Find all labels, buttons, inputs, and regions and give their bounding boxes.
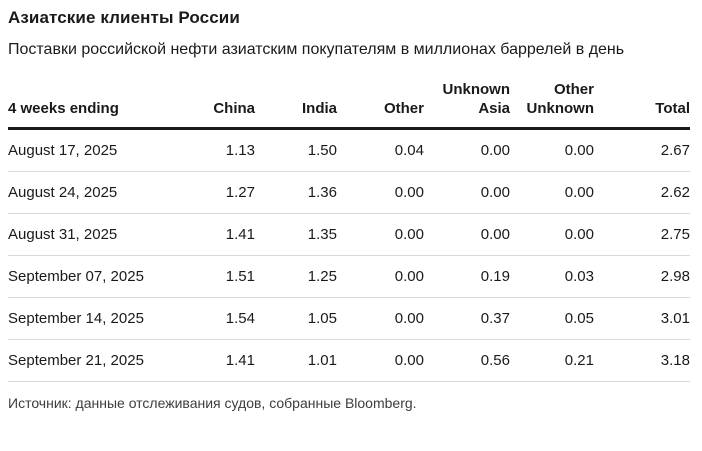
cell-china: 1.51 — [188, 255, 255, 298]
cell-india: 1.25 — [255, 255, 337, 298]
column-header-4-weeks-ending: 4 weeks ending — [8, 80, 188, 130]
column-header-china: China — [188, 80, 255, 130]
row-date: September 14, 2025 — [8, 297, 188, 340]
table-row: August 17, 2025 1.13 1.50 0.04 0.00 0.00… — [8, 128, 690, 172]
column-header-unknown-asia: Unknown Asia — [424, 80, 510, 130]
row-date: August 24, 2025 — [8, 171, 188, 214]
cell-unknown-asia: 0.00 — [424, 171, 510, 214]
cell-china: 1.41 — [188, 339, 255, 382]
table-row: August 24, 2025 1.27 1.36 0.00 0.00 0.00… — [8, 171, 690, 214]
table-body: August 17, 2025 1.13 1.50 0.04 0.00 0.00… — [8, 128, 690, 382]
table-row: August 31, 2025 1.41 1.35 0.00 0.00 0.00… — [8, 213, 690, 256]
table-row: September 07, 2025 1.51 1.25 0.00 0.19 0… — [8, 255, 690, 298]
table-row: September 21, 2025 1.41 1.01 0.00 0.56 0… — [8, 339, 690, 382]
table-header: 4 weeks ending China India Other Unknown… — [8, 80, 690, 130]
cell-unknown-asia: 0.19 — [424, 255, 510, 298]
figure-subtitle: Поставки российской нефти азиатским поку… — [8, 41, 625, 58]
cell-other-unknown: 0.00 — [510, 213, 594, 256]
cell-other-unknown: 0.00 — [510, 171, 594, 214]
cell-total: 2.67 — [594, 128, 690, 172]
row-date: August 31, 2025 — [8, 213, 188, 256]
cell-other: 0.04 — [337, 128, 424, 172]
cell-other: 0.00 — [337, 213, 424, 256]
cell-india: 1.01 — [255, 339, 337, 382]
cell-unknown-asia: 0.37 — [424, 297, 510, 340]
cell-india: 1.50 — [255, 128, 337, 172]
cell-china: 1.54 — [188, 297, 255, 340]
cell-other-unknown: 0.00 — [510, 128, 594, 172]
cell-unknown-asia: 0.56 — [424, 339, 510, 382]
cell-total: 2.62 — [594, 171, 690, 214]
figure-container: Азиатские клиенты России Поставки россий… — [8, 8, 690, 411]
cell-china: 1.27 — [188, 171, 255, 214]
cell-total: 3.18 — [594, 339, 690, 382]
table-header-row: 4 weeks ending China India Other Unknown… — [8, 80, 690, 130]
cell-china: 1.41 — [188, 213, 255, 256]
column-header-other: Other — [337, 80, 424, 130]
cell-other: 0.00 — [337, 171, 424, 214]
cell-other-unknown: 0.21 — [510, 339, 594, 382]
cell-total: 2.75 — [594, 213, 690, 256]
column-header-other-unknown: Other Unknown — [510, 80, 594, 130]
cell-other: 0.00 — [337, 339, 424, 382]
column-header-total: Total — [594, 80, 690, 130]
cell-india: 1.05 — [255, 297, 337, 340]
row-date: September 07, 2025 — [8, 255, 188, 298]
deliveries-table: 4 weeks ending China India Other Unknown… — [8, 80, 690, 382]
cell-total: 3.01 — [594, 297, 690, 340]
column-header-india: India — [255, 80, 337, 130]
row-date: September 21, 2025 — [8, 339, 188, 382]
row-date: August 17, 2025 — [8, 128, 188, 172]
source-attribution: Источник: данные отслеживания судов, соб… — [8, 395, 417, 411]
cell-other-unknown: 0.05 — [510, 297, 594, 340]
cell-total: 2.98 — [594, 255, 690, 298]
cell-other-unknown: 0.03 — [510, 255, 594, 298]
figure-title: Азиатские клиенты России — [8, 8, 240, 27]
cell-china: 1.13 — [188, 128, 255, 172]
cell-unknown-asia: 0.00 — [424, 128, 510, 172]
cell-unknown-asia: 0.00 — [424, 213, 510, 256]
cell-india: 1.35 — [255, 213, 337, 256]
cell-india: 1.36 — [255, 171, 337, 214]
cell-other: 0.00 — [337, 297, 424, 340]
cell-other: 0.00 — [337, 255, 424, 298]
table-row: September 14, 2025 1.54 1.05 0.00 0.37 0… — [8, 297, 690, 340]
